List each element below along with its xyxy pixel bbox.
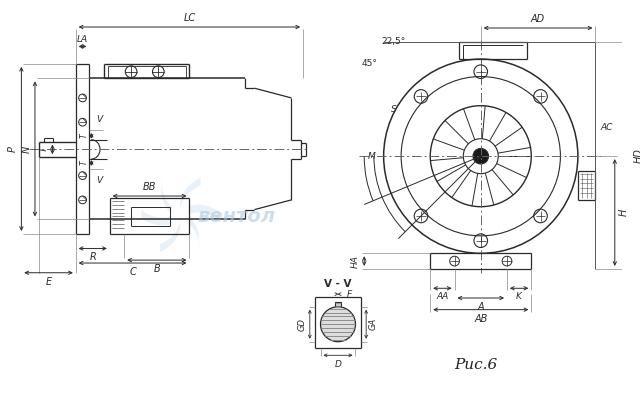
Text: V - V: V - V	[324, 279, 352, 289]
Text: GD: GD	[298, 318, 307, 331]
Text: M: M	[368, 152, 376, 161]
Text: A: A	[477, 302, 484, 312]
Circle shape	[321, 307, 355, 342]
Text: E: E	[45, 277, 52, 286]
Text: P: P	[8, 146, 17, 152]
Text: 45°: 45°	[361, 59, 377, 68]
Text: D: D	[335, 360, 341, 369]
Text: LC: LC	[183, 13, 195, 23]
Text: HA: HA	[350, 255, 359, 268]
Text: S: S	[390, 105, 396, 114]
Text: K: K	[516, 292, 522, 301]
Bar	[335, 302, 341, 307]
Text: H: H	[619, 209, 628, 216]
Text: Рис.6: Рис.6	[454, 358, 497, 372]
Text: T: T	[79, 134, 88, 138]
Text: V: V	[96, 176, 102, 185]
Circle shape	[473, 149, 488, 164]
Text: AB: AB	[474, 314, 488, 323]
Text: N: N	[22, 145, 32, 152]
Text: BB: BB	[143, 182, 156, 192]
Text: HD: HD	[634, 148, 640, 163]
Text: GA: GA	[369, 318, 378, 331]
Text: R: R	[90, 252, 96, 263]
Text: 22,5°: 22,5°	[381, 37, 406, 46]
Text: C: C	[129, 267, 136, 277]
Text: F: F	[348, 290, 353, 299]
Text: AD: AD	[531, 14, 545, 24]
Text: AA: AA	[436, 292, 449, 301]
Text: V: V	[96, 115, 102, 124]
Text: вентол: вентол	[197, 207, 275, 226]
Text: T: T	[79, 161, 88, 165]
Text: AC: AC	[600, 123, 612, 132]
Text: LA: LA	[77, 35, 88, 44]
Text: T: T	[40, 147, 49, 152]
Text: B: B	[154, 264, 160, 274]
